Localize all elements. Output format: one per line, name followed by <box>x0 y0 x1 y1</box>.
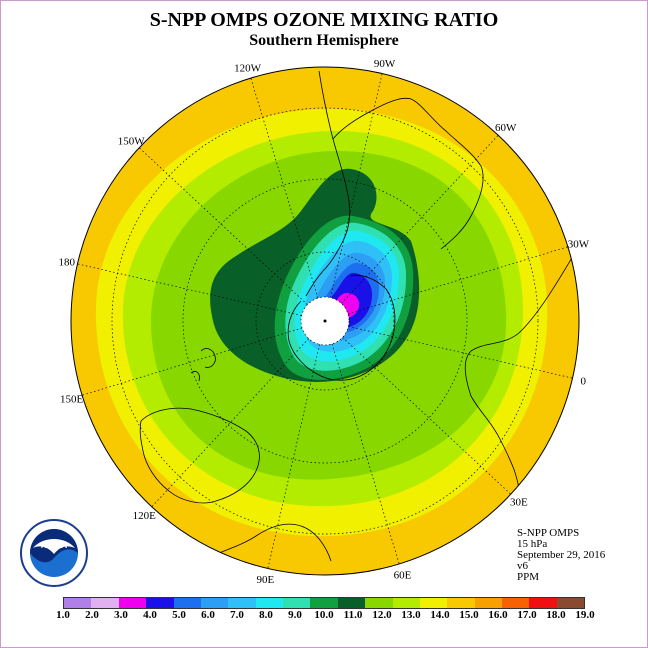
polar-graticule <box>77 73 573 569</box>
lat-circle-50 <box>182 178 468 464</box>
colorbar-tick-label: 1.0 <box>56 609 70 621</box>
colorbar-segment <box>228 598 256 608</box>
colorbar-segment <box>337 598 366 608</box>
colorbar-segment <box>310 598 338 608</box>
colorbar-tick-label: 6.0 <box>201 609 215 621</box>
info-units: PPM <box>517 571 540 583</box>
australia-coast <box>139 407 260 504</box>
colorbar-tick-label: 16.0 <box>488 609 508 621</box>
colorbar-tick-label: 7.0 <box>230 609 244 621</box>
info-instrument: S-NPP OMPS <box>517 527 580 539</box>
colorbar-segment <box>255 598 283 608</box>
colorbar-segment <box>529 598 557 608</box>
colorbar-segment <box>419 598 448 608</box>
colorbar-tick-label: 13.0 <box>401 609 421 621</box>
colorbar-tick-label: 4.0 <box>143 609 157 621</box>
colorbar-tick-label: 15.0 <box>459 609 479 621</box>
longitude-label: 60E <box>394 569 412 581</box>
longitude-label: 120E <box>133 510 157 522</box>
colorbar-segment <box>502 598 530 608</box>
longitude-label: 150E <box>60 393 84 405</box>
info-date: September 29, 2016 <box>517 549 606 561</box>
colorbar-segment <box>173 598 201 608</box>
colorbar-tick-label: 9.0 <box>288 609 302 621</box>
africa-coast <box>464 250 577 502</box>
colorbar-segment <box>200 598 229 608</box>
longitude-label: 60W <box>495 122 517 134</box>
colorbar-tick-label: 14.0 <box>430 609 450 621</box>
longitude-label: 180 <box>59 256 76 268</box>
longitude-label: 120W <box>234 63 262 75</box>
new-zealand-coast <box>190 348 216 382</box>
colorbar-tick-label: 8.0 <box>259 609 273 621</box>
colorbar-tick-label: 2.0 <box>85 609 99 621</box>
colorbar-labels: 1.0 2.0 3.0 4.0 5.0 6.0 7.0 8.0 9.0 10.0 11.0 12.0 1… <box>1 609 647 623</box>
colorbar-tick-label: 10.0 <box>314 609 334 621</box>
longitude-labels: 90W 60W 30W 0 30E 60E 90E 120E 150E 180 150W 120W <box>59 58 590 586</box>
colorbar-segment <box>91 598 119 608</box>
lat-circle-80 <box>300 296 350 346</box>
lat-circle-30 <box>111 107 539 535</box>
info-version: v6 <box>517 560 528 572</box>
longitude-label: 0 <box>580 376 586 388</box>
colorbar-segment <box>283 598 311 608</box>
noaa-logo-icon: NOAA <box>20 519 88 587</box>
colorbar-tick-label: 18.0 <box>546 609 566 621</box>
map-subtitle: Southern Hemisphere <box>249 32 399 49</box>
logo-text: NOAA <box>41 540 68 550</box>
colorbar-segment <box>447 598 475 608</box>
colorbar-segment <box>474 598 502 608</box>
south-pole-marker <box>323 319 327 323</box>
colorbar-tick-label: 11.0 <box>343 609 363 621</box>
lat-circle-70 <box>255 251 395 391</box>
longitude-label: 90W <box>374 58 396 70</box>
asia-coast <box>200 523 332 562</box>
colorbar-segment <box>64 598 92 608</box>
no-data-polar-cap <box>300 296 350 346</box>
colorbar-tick-label: 5.0 <box>172 609 186 621</box>
colorbar <box>63 597 585 609</box>
colorbar-tick-label: 19.0 <box>575 609 595 621</box>
longitude-label: 90E <box>257 574 275 586</box>
info-pressure-level: 15 hPa <box>517 538 548 550</box>
antarctica-coast <box>287 274 396 381</box>
longitude-label: 30E <box>510 497 528 509</box>
colorbar-segment <box>556 598 585 608</box>
colorbar-tick-label: 17.0 <box>517 609 537 621</box>
map-boundary <box>70 66 580 576</box>
colorbar-segment <box>365 598 393 608</box>
longitude-label: 150W <box>118 135 146 147</box>
antarctic-peninsula <box>305 240 344 297</box>
colorbar-tick-label: 12.0 <box>372 609 392 621</box>
colorbar-tick-label: 3.0 <box>114 609 128 621</box>
coastlines <box>139 70 577 562</box>
south-america-coast <box>318 70 484 250</box>
longitude-label: 30W <box>568 239 590 251</box>
map-title: S-NPP OMPS OZONE MIXING RATIO <box>149 9 499 31</box>
colorbar-segment <box>118 598 147 608</box>
colorbar-segment <box>392 598 420 608</box>
colorbar-segment <box>146 598 174 608</box>
